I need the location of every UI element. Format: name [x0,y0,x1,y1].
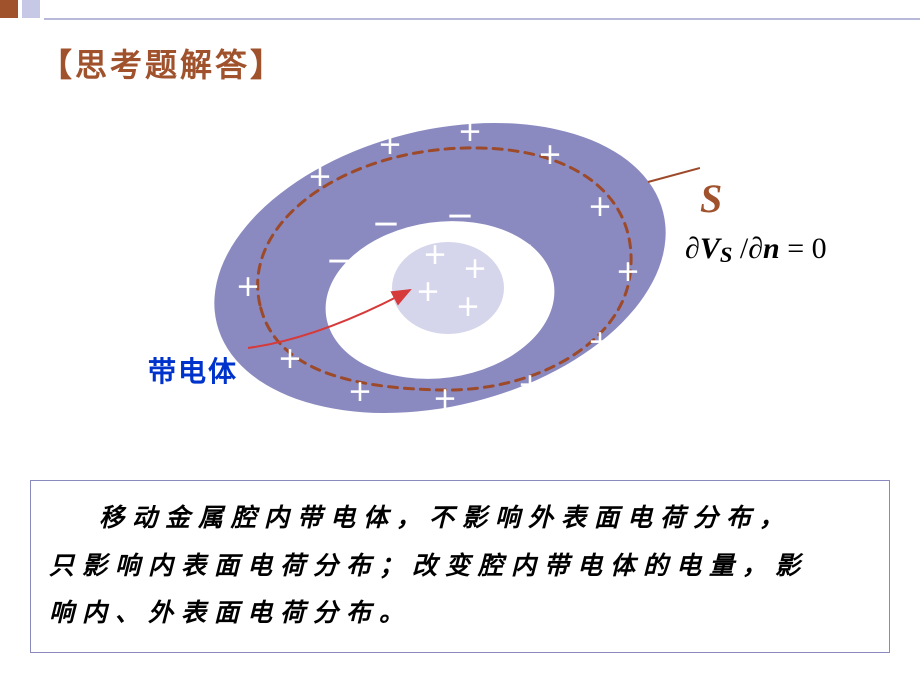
diagram-svg: ＋＋＋＋＋＋＋＋＋＋＋＋＋＋＋＋－－－－－－－－ [180,110,700,440]
top-accent [0,0,44,18]
svg-text:＋: ＋ [236,276,260,302]
accent-square-2 [22,0,40,18]
svg-text:＋: ＋ [463,258,487,284]
answer-line-1: 移动金属腔内带电体，不影响外表面电荷分布， [49,495,871,543]
svg-text:＋: ＋ [416,281,440,307]
svg-text:＋: ＋ [433,388,457,414]
answer-textbox: 移动金属腔内带电体，不影响外表面电荷分布， 只影响内表面电荷分布；改变腔内带电体… [30,480,890,653]
accent-square-1 [0,0,18,18]
svg-text:－: － [388,350,416,381]
svg-text:－: － [446,202,474,233]
svg-text:＋: ＋ [518,374,542,400]
svg-text:＋: ＋ [456,296,480,322]
charged-body-label: 带电体 [148,350,238,390]
eqn-dn: ∂n [748,232,780,265]
answer-line-2: 只影响内表面电荷分布；改变腔内带电体的电量，影 [49,543,871,591]
svg-text:＋: ＋ [423,244,447,270]
svg-text:－: － [468,344,496,375]
eqn-subS: S [720,242,733,267]
svg-text:＋: ＋ [616,261,640,287]
svg-text:－: － [326,247,354,278]
svg-text:－: － [518,294,546,325]
eqn-slash: / [732,232,748,265]
svg-text:－: － [372,210,400,241]
boundary-condition-equation: ∂VS /∂n = 0 [685,232,827,268]
svg-text:＋: ＋ [538,144,562,170]
svg-text:－: － [506,232,534,263]
svg-text:＋: ＋ [588,331,612,357]
svg-text:＋: ＋ [308,166,332,192]
answer-line-3: 响内、外表面电荷分布。 [49,590,871,638]
slide-title: 【思考题解答】 [40,40,285,86]
eqn-dV: ∂V [685,232,720,265]
svg-text:＋: ＋ [588,196,612,222]
svg-text:＋: ＋ [458,121,482,147]
svg-text:＋: ＋ [348,381,372,407]
gaussian-surface-label: S [700,175,722,222]
svg-text:＋: ＋ [278,348,302,374]
top-line [44,18,920,20]
svg-text:＋: ＋ [378,134,402,160]
conductor-cavity-diagram: ＋＋＋＋＋＋＋＋＋＋＋＋＋＋＋＋－－－－－－－－ [180,110,700,440]
eqn-eq: = 0 [780,232,827,265]
